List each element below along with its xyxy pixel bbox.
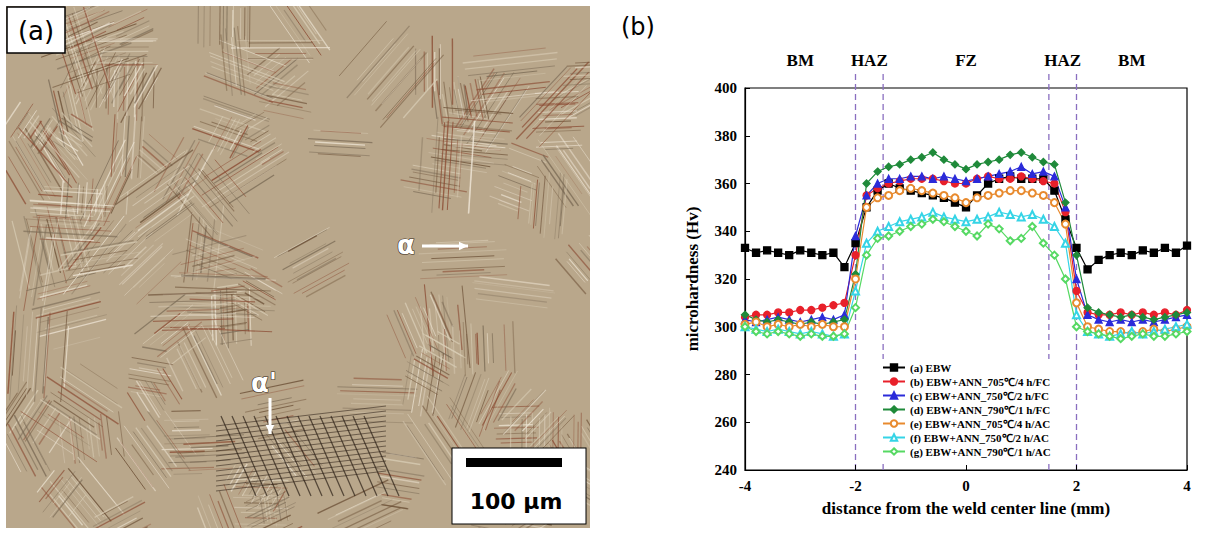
svg-text:(a) EBW: (a) EBW bbox=[910, 362, 951, 375]
svg-text:BM: BM bbox=[787, 51, 814, 70]
svg-text:FZ: FZ bbox=[955, 51, 977, 70]
svg-text:100 μm: 100 μm bbox=[470, 489, 563, 514]
svg-text:(c) EBW+ANN_750℃/2 h/FC: (c) EBW+ANN_750℃/2 h/FC bbox=[910, 390, 1049, 403]
svg-text:360: 360 bbox=[715, 176, 738, 192]
svg-text:260: 260 bbox=[715, 414, 738, 430]
svg-text:0: 0 bbox=[962, 478, 970, 494]
svg-text:-2: -2 bbox=[849, 478, 862, 494]
svg-text:320: 320 bbox=[715, 271, 738, 287]
svg-text:300: 300 bbox=[715, 319, 738, 335]
svg-text:BM: BM bbox=[1118, 51, 1145, 70]
svg-text:280: 280 bbox=[715, 367, 738, 383]
svg-text:380: 380 bbox=[715, 128, 738, 144]
svg-text:(d) EBW+ANN_790℃/1 h/FC: (d) EBW+ANN_790℃/1 h/FC bbox=[910, 404, 1050, 417]
svg-text:340: 340 bbox=[715, 223, 738, 239]
svg-text:(b) EBW+ANN_705℃/4 h/FC: (b) EBW+ANN_705℃/4 h/FC bbox=[910, 376, 1050, 389]
svg-text:240: 240 bbox=[715, 462, 738, 478]
svg-text:α': α' bbox=[251, 368, 277, 398]
svg-text:4: 4 bbox=[1183, 478, 1191, 494]
svg-text:(f) EBW+ANN_750℃/2 h/AC: (f) EBW+ANN_750℃/2 h/AC bbox=[910, 432, 1049, 445]
svg-text:(a): (a) bbox=[18, 16, 54, 46]
svg-text:distance from the weld center: distance from the weld center line (mm) bbox=[822, 499, 1110, 518]
svg-text:2: 2 bbox=[1073, 478, 1081, 494]
svg-text:microhardness (Hv): microhardness (Hv) bbox=[683, 207, 702, 352]
svg-text:α: α bbox=[397, 230, 415, 260]
svg-text:400: 400 bbox=[715, 80, 738, 96]
svg-text:(e) EBW+ANN_705℃/4 h/AC: (e) EBW+ANN_705℃/4 h/AC bbox=[910, 418, 1050, 431]
svg-text:(b): (b) bbox=[621, 13, 655, 41]
svg-text:(g) EBW+ANN_790℃/1 h/AC: (g) EBW+ANN_790℃/1 h/AC bbox=[910, 446, 1051, 459]
svg-text:HAZ: HAZ bbox=[851, 51, 888, 70]
svg-text:HAZ: HAZ bbox=[1044, 51, 1081, 70]
svg-text:-4: -4 bbox=[739, 478, 752, 494]
